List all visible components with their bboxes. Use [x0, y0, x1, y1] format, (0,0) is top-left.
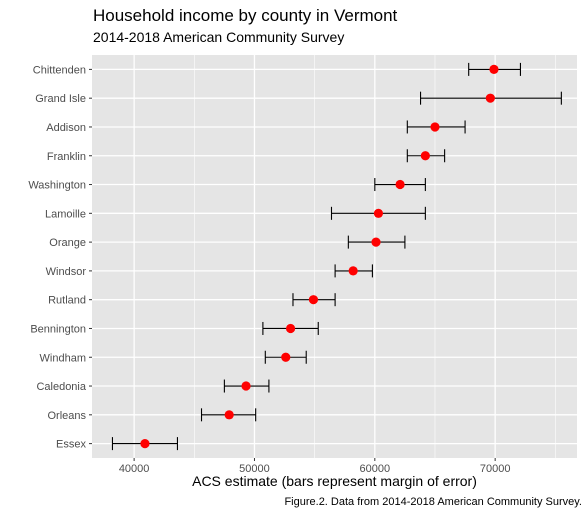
point-essex	[140, 439, 150, 449]
point-orange	[371, 237, 381, 247]
y-tick-label: Lamoille	[45, 208, 86, 220]
y-tick-label: Washington	[28, 180, 86, 192]
point-rutland	[308, 295, 319, 305]
y-axis: Chittenden Grand Isle Addison Franklin Washi…	[28, 64, 92, 451]
point-windham	[281, 352, 291, 362]
point-washington	[395, 179, 405, 190]
point-lamoille	[373, 208, 384, 218]
point-addison	[430, 122, 440, 132]
y-tick-label: Windham	[40, 352, 86, 364]
y-tick-label: Windsor	[46, 266, 87, 278]
point-caledonia	[241, 381, 251, 391]
point-bennington	[285, 323, 296, 334]
x-axis-label: ACS estimate (bars represent margin of e…	[192, 473, 477, 489]
point-franklin	[420, 151, 430, 161]
x-tick-label: 40000	[119, 463, 150, 475]
estimate-points	[140, 64, 499, 449]
x-tick-label: 60000	[360, 463, 391, 475]
point-windsor	[348, 266, 358, 276]
y-tick-label: Essex	[56, 439, 86, 451]
chart-subtitle: 2014-2018 American Community Survey	[93, 29, 345, 45]
plot-panel	[92, 55, 577, 458]
x-tick-label: 50000	[239, 463, 270, 475]
y-tick-label: Caledonia	[36, 381, 86, 393]
y-tick-label: Addison	[46, 122, 86, 134]
y-tick-label: Orleans	[47, 410, 86, 422]
chart-title: Household income by county in Vermont	[93, 6, 398, 25]
chart-caption: Figure.2. Data from 2014-2018 American C…	[284, 496, 582, 508]
y-tick-label: Grand Isle	[35, 93, 86, 105]
y-tick-label: Chittenden	[33, 64, 86, 76]
y-tick-label: Franklin	[47, 151, 86, 163]
x-axis: 40000 50000 60000 70000	[119, 458, 511, 475]
y-tick-label: Rutland	[48, 295, 86, 307]
point-grand-isle	[485, 93, 495, 103]
x-tick-label: 70000	[480, 463, 511, 475]
y-tick-label: Orange	[49, 237, 86, 249]
point-orleans	[224, 410, 234, 420]
point-chittenden	[489, 64, 499, 74]
y-tick-label: Bennington	[30, 323, 86, 335]
